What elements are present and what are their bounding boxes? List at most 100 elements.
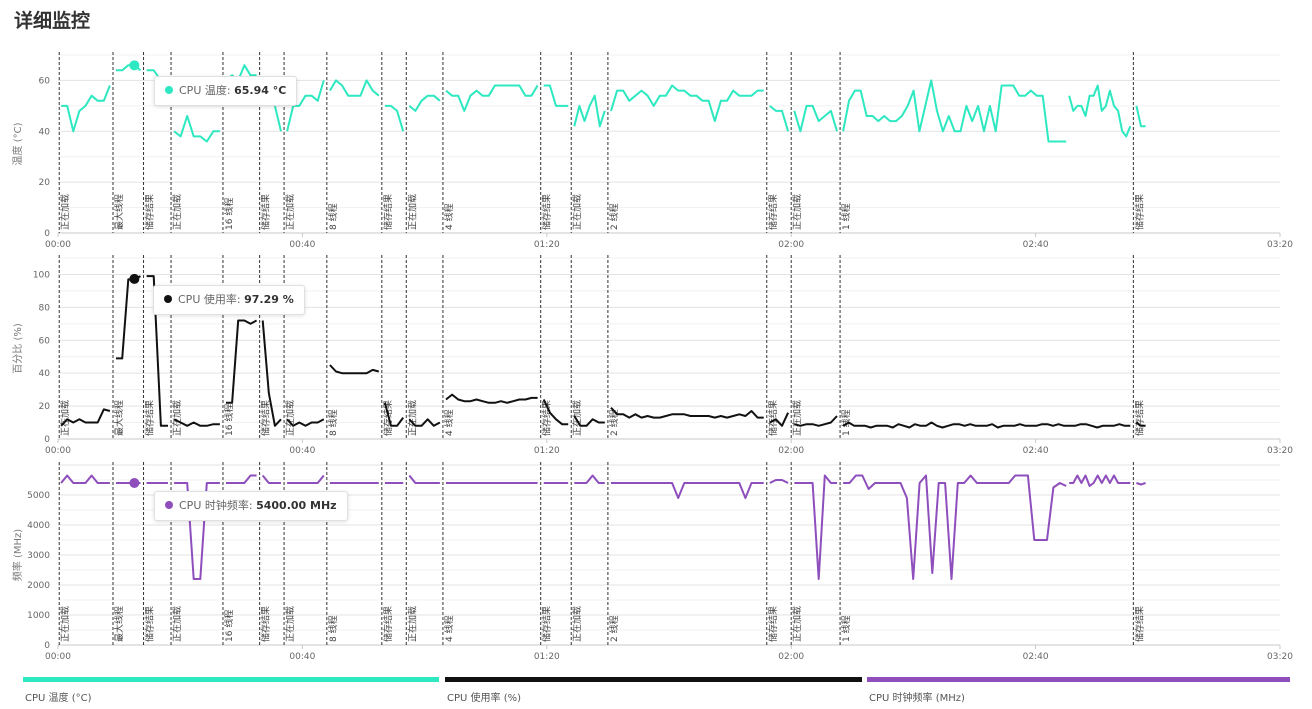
phase-marker-label: 1 线程 [840, 203, 852, 230]
page-title: 详细监控 [14, 10, 91, 32]
usage-tooltip-label: CPU 使用率 [178, 293, 237, 306]
series-line-segment [408, 418, 441, 427]
series-line-segment [445, 84, 539, 112]
y-axis-label: 百分比 (%) [12, 323, 24, 374]
phase-marker-label: 正在加载 [284, 606, 296, 642]
x-tick-label: 03:20 [1267, 446, 1293, 456]
phase-marker-label: 16 线程 [223, 198, 235, 230]
phase-marker-label: 储存结果 [1133, 400, 1145, 436]
series-line-segment [1135, 421, 1146, 427]
series-line-segment [843, 474, 1067, 580]
x-tick-label: 00:00 [45, 652, 71, 662]
series-line-segment [794, 474, 837, 580]
x-tick-label: 00:40 [289, 446, 315, 456]
phase-marker-label: 1 线程 [840, 409, 852, 436]
x-tick-label: 01:20 [534, 240, 560, 250]
phase-marker-label: 最大线程 [113, 606, 125, 642]
x-tick-label: 00:00 [45, 240, 71, 250]
y-axis-label: 温度 (°C) [11, 122, 24, 165]
phase-marker-label: 储存结果 [382, 400, 394, 436]
y-tick-label: 60 [39, 336, 51, 346]
series-line-segment [574, 474, 605, 484]
y-tick-label: 5000 [27, 491, 50, 501]
legend-bar-clock [867, 677, 1290, 682]
phase-marker-label: 正在加载 [171, 606, 183, 642]
temp-tooltip: CPU 温度: 65.94 °C [154, 76, 298, 106]
series-line-segment [226, 474, 257, 484]
phase-marker-label: 储存结果 [1133, 194, 1145, 230]
x-tick-label: 02:40 [1023, 240, 1049, 250]
phase-marker-label: 16 线程 [223, 404, 235, 436]
phase-marker-label: 正在加载 [406, 400, 418, 436]
temp-tooltip-dot [165, 86, 173, 94]
usage-tooltip-value: 97.29 % [244, 293, 294, 306]
phase-marker-label: 储存结果 [767, 194, 779, 230]
y-tick-label: 20 [39, 178, 51, 188]
phase-marker-label: 正在加载 [284, 194, 296, 230]
y-tick-label: 0 [44, 229, 50, 239]
phase-marker-label: 储存结果 [144, 606, 156, 642]
phase-marker-label: 1 线程 [840, 615, 852, 642]
legend-item-temp[interactable]: CPU 温度 (°C) [23, 677, 439, 707]
x-tick-label: 00:40 [289, 652, 315, 662]
y-tick-label: 1000 [27, 611, 50, 621]
phase-marker-label: 正在加载 [571, 400, 583, 436]
phase-marker-label: 8 线程 [327, 615, 339, 642]
series-line-segment [146, 275, 168, 427]
clock-tooltip-label: CPU 时钟频率 [179, 499, 249, 512]
phase-marker-label: 正在加载 [171, 400, 183, 436]
series-line-segment [287, 474, 325, 484]
phase-marker-label: 4 线程 [443, 615, 455, 642]
phase-marker-label: 正在加载 [571, 606, 583, 642]
chart-panel: 0 20 40 60 温度 (°C) 00:00 00:40 01:20 02:00 02:40 0… [11, 52, 1293, 250]
clock-tooltip: CPU 时钟频率: 5400.00 MHz [154, 491, 348, 521]
phase-marker-label: 正在加载 [791, 606, 803, 642]
usage-tooltip: CPU 使用率: 97.29 % [153, 285, 305, 315]
legend-bar-usage [445, 677, 862, 682]
phase-marker-label: 储存结果 [144, 194, 156, 230]
y-tick-label: 100 [33, 270, 50, 280]
series-line-segment [769, 412, 790, 427]
x-tick-label: 00:40 [289, 240, 315, 250]
clock-tooltip-value: 5400.00 MHz [256, 499, 337, 512]
series-line-segment [1068, 84, 1132, 138]
phase-marker-label: 储存结果 [541, 194, 553, 230]
phase-marker-label: 储存结果 [767, 606, 779, 642]
legend-item-clock[interactable]: CPU 时钟频率 (MHz) [867, 677, 1290, 707]
highlight-point [129, 478, 140, 488]
series-line-segment [445, 393, 538, 404]
series-line-segment [286, 418, 325, 427]
series-line-segment [329, 79, 380, 97]
legend-item-usage[interactable]: CPU 使用率 (%) [445, 677, 862, 707]
x-tick-label: 02:00 [778, 446, 804, 456]
series-line-segment [611, 482, 764, 499]
y-tick-label: 80 [39, 303, 51, 313]
phase-marker-label: 8 线程 [327, 409, 339, 436]
legend-bar-temp [23, 677, 439, 682]
series-line-segment [60, 474, 110, 484]
phase-marker-label: 储存结果 [541, 606, 553, 642]
y-tick-label: 40 [39, 369, 51, 379]
legend-label-temp: CPU 温度 (°C) [25, 693, 92, 704]
highlight-point [129, 273, 140, 284]
x-tick-label: 00:00 [45, 446, 71, 456]
phase-marker-label: 最大线程 [113, 400, 125, 436]
series-line-segment [408, 94, 441, 112]
series-line-segment [408, 474, 440, 484]
x-tick-label: 02:00 [778, 652, 804, 662]
series-line-segment [842, 421, 1131, 429]
series-line-segment [329, 364, 380, 375]
phase-marker-label: 正在加载 [59, 400, 71, 436]
phase-marker-label: 正在加载 [406, 194, 418, 230]
phase-marker-label: 储存结果 [260, 194, 272, 230]
usage-tooltip-dot [164, 295, 172, 303]
x-tick-label: 01:20 [534, 652, 560, 662]
series-line-segment [226, 319, 258, 404]
series-line-segment [384, 104, 405, 132]
x-tick-label: 01:20 [534, 446, 560, 456]
chart-panel: 0 1000 2000 3000 4000 5000 频率 (MHz) 00:00 00:40 0… [11, 462, 1293, 662]
phase-marker-label: 16 线程 [223, 610, 235, 642]
series-line-segment [769, 479, 789, 484]
phase-marker-label: 4 线程 [443, 409, 455, 436]
series-line-segment [1135, 105, 1146, 128]
